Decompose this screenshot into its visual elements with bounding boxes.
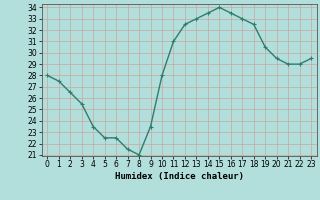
X-axis label: Humidex (Indice chaleur): Humidex (Indice chaleur) [115, 172, 244, 181]
